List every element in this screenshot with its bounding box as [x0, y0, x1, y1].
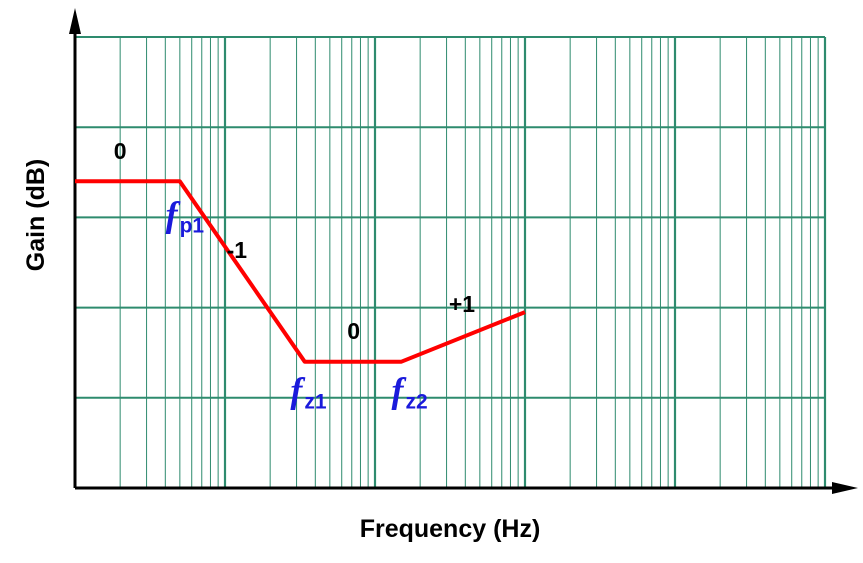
- slope-label: -1: [227, 237, 248, 263]
- frequency-label: fz2: [391, 370, 427, 413]
- frequency-label: fz1: [290, 370, 327, 413]
- frequency-label: fp1: [166, 194, 205, 237]
- slope-label: 0: [114, 138, 127, 164]
- y-axis-arrow: [69, 8, 81, 34]
- gain-curve: [75, 179, 526, 364]
- grid: [75, 36, 827, 488]
- y-axis-title: Gain (dB): [22, 159, 50, 272]
- slope-label: +1: [449, 291, 475, 317]
- slope-label: 0: [347, 318, 360, 344]
- axes: [69, 8, 858, 494]
- x-axis-title: Frequency (Hz): [360, 515, 541, 543]
- labels: 0 -1 0 +1 fp1 fz1 fz2: [114, 138, 476, 414]
- x-axis-arrow: [832, 482, 858, 494]
- series: [75, 179, 526, 364]
